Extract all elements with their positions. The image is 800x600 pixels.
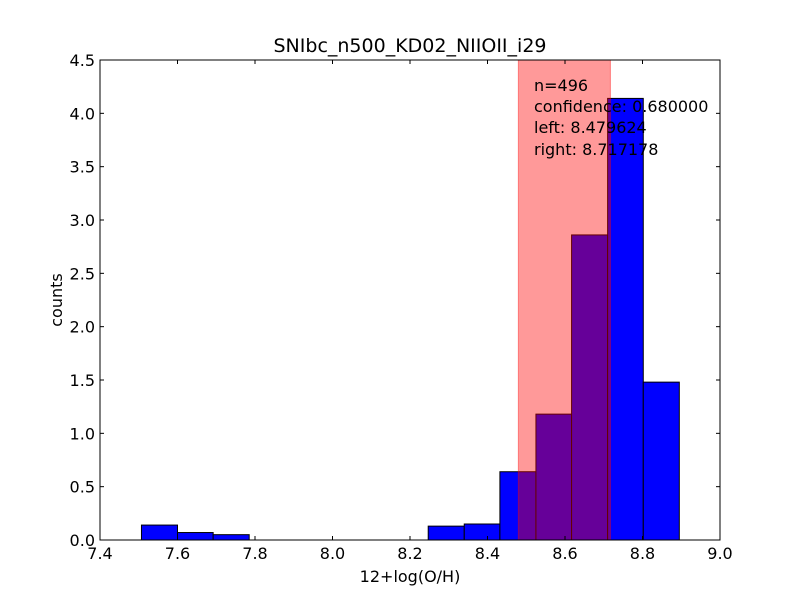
y-tick-label: 4.0: [70, 104, 95, 123]
x-ticks-group: 7.4 7.6 7.8 8.0 8.2 8.4 8.6 8.8 9.0: [87, 60, 733, 563]
y-tick-label: 3.5: [70, 158, 95, 177]
x-tick-label: 7.8: [242, 544, 267, 563]
y-tick-label: 4.5: [70, 51, 95, 70]
y-tick-label: 0.5: [70, 478, 95, 497]
chart-title: SNIbc_n500_KD02_NIIOII_i29: [274, 35, 547, 57]
y-tick-label: 1.5: [70, 371, 95, 390]
x-tick-label: 9.0: [707, 544, 732, 563]
y-axis-label: counts: [47, 273, 66, 326]
histogram-bar: [463, 523, 501, 541]
x-tick-label: 7.4: [87, 544, 112, 563]
histogram-bar: [427, 525, 465, 541]
y-tick-label: 2.5: [70, 264, 95, 283]
histogram-bar: [642, 381, 680, 541]
x-tick-label: 8.0: [320, 544, 345, 563]
y-tick-label: 2.0: [70, 318, 95, 337]
x-tick-label: 8.8: [630, 544, 655, 563]
annotation-right: right: 8.717178: [534, 140, 658, 159]
annotation-n: n=496: [534, 76, 588, 95]
y-tick-label: 1.0: [70, 424, 95, 443]
bars-group: [140, 97, 680, 541]
x-axis-label: 12+log(O/H): [360, 567, 461, 586]
y-tick-label: 0.0: [70, 531, 95, 550]
y-ticks-group: 0.0 0.5 1.0 1.5 2.0 2.5 3.0 3.5 4.0 4.5: [70, 51, 720, 550]
x-tick-label: 8.6: [552, 544, 577, 563]
histogram-bar: [177, 532, 214, 541]
histogram-bar: [607, 97, 644, 541]
x-tick-label: 8.2: [397, 544, 422, 563]
histogram-bar: [212, 534, 250, 541]
x-tick-label: 8.4: [475, 544, 500, 563]
annotation-confidence: confidence: 0.680000: [534, 97, 708, 116]
x-tick-label: 7.6: [165, 544, 190, 563]
histogram-bar: [140, 524, 178, 541]
y-tick-label: 3.0: [70, 211, 95, 230]
annotation-block: n=496 confidence: 0.680000 left: 8.47962…: [534, 76, 708, 159]
annotation-left: left: 8.479624: [534, 118, 647, 137]
